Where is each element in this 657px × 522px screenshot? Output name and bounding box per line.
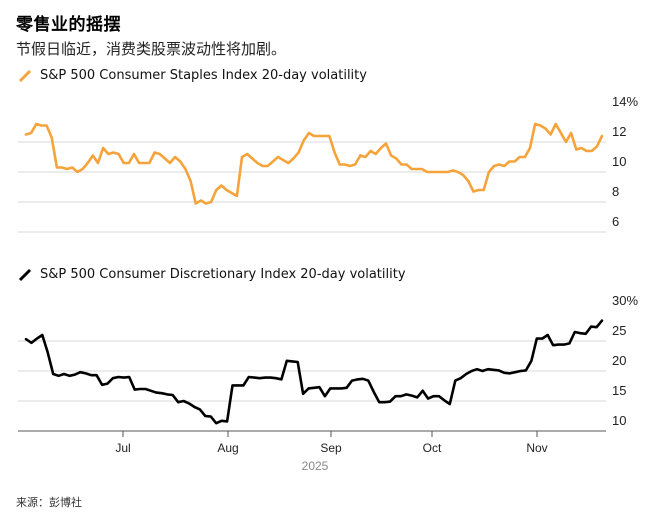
discretionary-ytick-label: 15 [612,383,626,398]
x-axis-year-label: 2025 [302,459,329,473]
x-tick-label-sep: Sep [320,441,342,455]
legend-discretionary: S&P 500 Consumer Discretionary Index 20-… [18,267,406,282]
legend-staples-label: S&P 500 Consumer Staples Index 20-day vo… [40,68,367,83]
source-note: 来源：彭博社 [16,496,82,509]
chart-subtitle: 节假日临近，消费类股票波动性将加剧。 [16,40,287,58]
legend-staples: S&P 500 Consumer Staples Index 20-day vo… [18,68,367,83]
staples-ytick-label: 6 [612,214,619,229]
staples-ytick-label: 12 [612,124,626,139]
x-tick-label-oct: Oct [423,441,442,455]
discretionary-ytick-label: 25 [612,323,626,338]
staples-ytick-label: 14% [612,94,638,109]
x-tick-label-nov: Nov [526,441,547,455]
staples-series-line [24,122,604,205]
discretionary-series-line [24,319,604,425]
legend-discretionary-label: S&P 500 Consumer Discretionary Index 20-… [40,267,406,282]
staples-ytick-label: 10 [612,154,626,169]
x-tick-label-jul: Jul [115,441,130,455]
chart-title: 零售业的摇摆 [16,15,121,35]
discretionary-ytick-label: 10 [612,413,626,428]
staples-ytick-label: 8 [612,184,619,199]
legend-staples-swatch [18,69,32,82]
discretionary-ytick-label: 30% [612,293,638,308]
x-tick-label-aug: Aug [217,441,238,455]
discretionary-ytick-label: 20 [612,353,626,368]
legend-discretionary-swatch [18,268,32,281]
